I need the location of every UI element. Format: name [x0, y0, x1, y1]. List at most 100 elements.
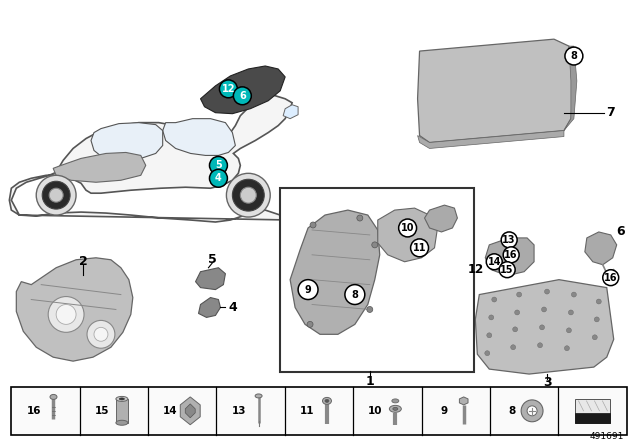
- Polygon shape: [10, 95, 292, 222]
- Circle shape: [499, 262, 515, 278]
- Circle shape: [527, 406, 537, 416]
- Circle shape: [209, 156, 227, 174]
- Ellipse shape: [325, 400, 329, 402]
- Text: 11: 11: [300, 406, 314, 416]
- Circle shape: [307, 321, 313, 327]
- Circle shape: [220, 80, 237, 98]
- Circle shape: [513, 327, 518, 332]
- Circle shape: [399, 219, 417, 237]
- Text: 4: 4: [228, 301, 237, 314]
- Text: 10: 10: [368, 406, 383, 416]
- Text: 16: 16: [604, 273, 618, 283]
- Bar: [280, 188, 474, 372]
- Bar: [575, 399, 611, 423]
- Ellipse shape: [50, 394, 57, 400]
- Text: 10: 10: [401, 223, 414, 233]
- Circle shape: [36, 175, 76, 215]
- Bar: [116, 399, 128, 423]
- Circle shape: [545, 289, 550, 294]
- Ellipse shape: [392, 399, 399, 403]
- Circle shape: [372, 242, 378, 248]
- Text: 15: 15: [95, 406, 109, 416]
- Circle shape: [310, 222, 316, 228]
- Polygon shape: [575, 413, 611, 423]
- Text: 6: 6: [616, 225, 625, 238]
- Ellipse shape: [393, 407, 398, 410]
- Polygon shape: [378, 208, 438, 262]
- Circle shape: [566, 328, 572, 333]
- Ellipse shape: [255, 394, 262, 398]
- Circle shape: [232, 179, 264, 211]
- Ellipse shape: [323, 397, 332, 405]
- Text: 16: 16: [26, 406, 41, 416]
- Polygon shape: [424, 205, 458, 232]
- Text: 9: 9: [440, 406, 447, 416]
- Polygon shape: [564, 46, 577, 130]
- Text: 12: 12: [221, 84, 235, 94]
- Polygon shape: [180, 397, 200, 425]
- Text: 8: 8: [509, 406, 516, 416]
- Polygon shape: [460, 397, 468, 405]
- Text: 12: 12: [467, 263, 483, 276]
- Circle shape: [565, 47, 583, 65]
- Polygon shape: [283, 105, 298, 119]
- Circle shape: [568, 310, 573, 315]
- Text: 2: 2: [79, 255, 88, 268]
- Circle shape: [596, 299, 601, 304]
- Polygon shape: [485, 238, 534, 276]
- Circle shape: [48, 297, 84, 332]
- Circle shape: [595, 317, 599, 322]
- Text: 11: 11: [413, 243, 426, 253]
- Circle shape: [42, 181, 70, 209]
- Text: 4: 4: [215, 173, 222, 183]
- Circle shape: [298, 280, 318, 300]
- Polygon shape: [476, 280, 614, 374]
- Circle shape: [234, 87, 252, 105]
- Text: 491691: 491691: [589, 432, 623, 441]
- Circle shape: [592, 335, 597, 340]
- Circle shape: [56, 305, 76, 324]
- Text: 8: 8: [351, 289, 358, 300]
- Circle shape: [603, 270, 619, 286]
- Circle shape: [94, 327, 108, 341]
- Circle shape: [541, 307, 547, 312]
- Text: 6: 6: [239, 91, 246, 101]
- Text: 15: 15: [500, 265, 514, 275]
- Circle shape: [489, 315, 493, 320]
- Polygon shape: [290, 210, 380, 334]
- Circle shape: [411, 239, 429, 257]
- Circle shape: [486, 254, 502, 270]
- Circle shape: [87, 320, 115, 348]
- Ellipse shape: [120, 398, 124, 400]
- Text: 3: 3: [543, 375, 551, 388]
- Text: 5: 5: [208, 253, 217, 266]
- Circle shape: [572, 292, 577, 297]
- Text: 7: 7: [606, 106, 615, 119]
- Circle shape: [492, 297, 497, 302]
- Polygon shape: [196, 268, 225, 289]
- Ellipse shape: [116, 420, 128, 425]
- Circle shape: [345, 284, 365, 305]
- Polygon shape: [200, 66, 285, 114]
- Polygon shape: [17, 258, 133, 361]
- Circle shape: [487, 333, 492, 338]
- Circle shape: [484, 351, 490, 356]
- Circle shape: [521, 400, 543, 422]
- Ellipse shape: [389, 405, 401, 412]
- Polygon shape: [585, 232, 617, 265]
- Polygon shape: [417, 130, 564, 148]
- Text: 8: 8: [570, 51, 577, 61]
- Ellipse shape: [116, 396, 128, 401]
- Circle shape: [49, 188, 63, 202]
- Polygon shape: [417, 39, 574, 142]
- Circle shape: [227, 173, 270, 217]
- Circle shape: [540, 325, 545, 330]
- Text: 14: 14: [163, 406, 178, 416]
- Polygon shape: [163, 119, 236, 155]
- Text: 13: 13: [232, 406, 246, 416]
- Bar: [12, 387, 627, 435]
- Text: 1: 1: [365, 375, 374, 388]
- Circle shape: [511, 345, 516, 350]
- Circle shape: [357, 215, 363, 221]
- Text: 14: 14: [488, 257, 501, 267]
